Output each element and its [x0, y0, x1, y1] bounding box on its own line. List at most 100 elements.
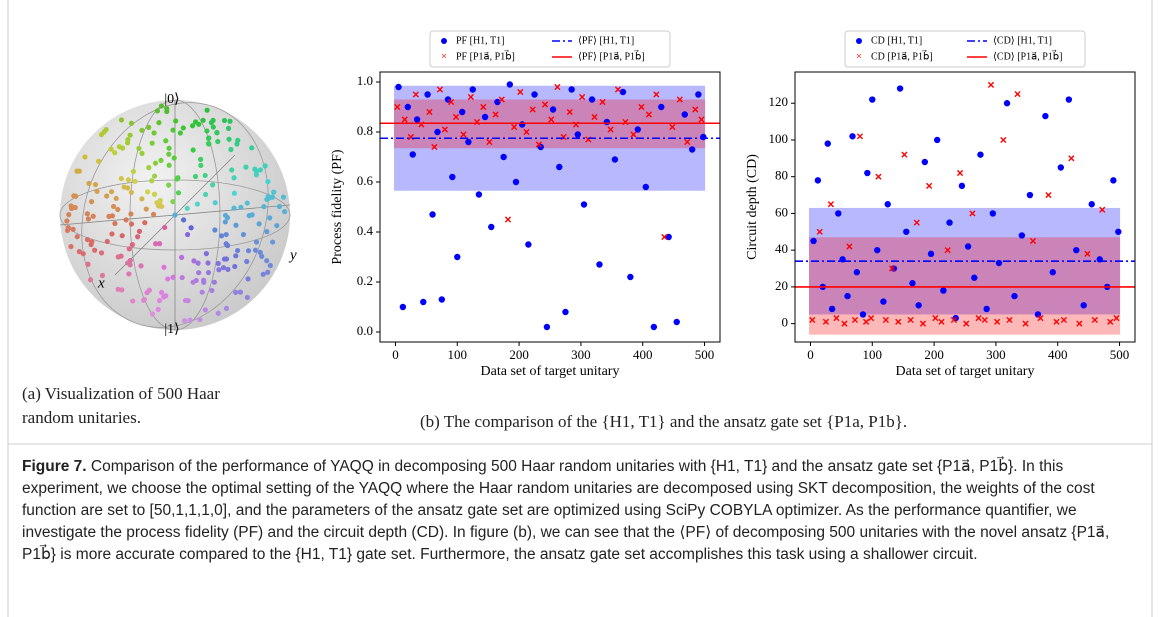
point: [452, 113, 460, 121]
marker-stroke: [1029, 237, 1037, 245]
point: [827, 201, 834, 208]
marker-stroke: [901, 151, 908, 158]
marker-stroke: [441, 126, 449, 133]
state-dot: [128, 120, 135, 126]
state-dot: [96, 158, 102, 164]
state-dot: [84, 211, 90, 217]
state-dot: [203, 251, 209, 257]
caption-a: (a) Visualization of 500 Haar random uni…: [22, 382, 220, 430]
state-dot: [155, 306, 161, 313]
point: [981, 316, 988, 324]
legend-label: ⟨PF⟩ [P1a⃗, P1b⃗]: [578, 49, 645, 62]
marker-stroke: [467, 93, 474, 101]
state-dot: [222, 219, 228, 225]
state-dot: [231, 190, 238, 196]
marker-stroke: [907, 316, 914, 324]
point: [665, 233, 672, 241]
state-dot: [112, 220, 118, 227]
state-dot: [205, 269, 212, 276]
state-dot: [163, 293, 169, 299]
y-axis-label: Process fidelity (PF): [330, 149, 345, 264]
marker-stroke: [486, 138, 493, 146]
state-dot: [266, 195, 272, 201]
point: [958, 182, 966, 190]
point: [441, 126, 449, 133]
marker-stroke: [913, 219, 920, 226]
point: [1099, 206, 1106, 213]
state-dot: [197, 317, 203, 323]
state-dot: [151, 191, 158, 197]
legend-box: [844, 30, 1086, 68]
marker-stroke: [822, 318, 830, 325]
state-dot: [66, 212, 72, 218]
state-dot: [276, 203, 282, 210]
marker-stroke: [653, 91, 660, 98]
x-tick-label: 0: [807, 347, 814, 362]
marker-stroke: [994, 318, 1001, 325]
marker-stroke: [862, 318, 870, 325]
point: [1049, 269, 1056, 276]
state-dot: [104, 238, 110, 245]
state-dot: [64, 218, 70, 224]
point: [688, 146, 696, 153]
state-dot: [238, 204, 244, 210]
state-dot: [99, 272, 106, 279]
point: [395, 83, 402, 91]
point: [932, 315, 939, 322]
legend-box: [429, 30, 671, 68]
point: [944, 247, 951, 254]
marker-stroke: [1037, 315, 1044, 322]
state-dot: [89, 239, 95, 245]
marker-stroke: [833, 315, 840, 322]
point: [460, 131, 467, 138]
state-dot: [225, 125, 232, 131]
state-dot: [267, 262, 273, 269]
marker-stroke: [1068, 155, 1075, 162]
y-tick-label: 100: [769, 131, 789, 146]
point: [1014, 90, 1021, 98]
legend-label: PF [P1a⃗, P1b⃗]: [456, 49, 515, 62]
state-dot: [244, 200, 250, 206]
state-dot: [204, 128, 210, 134]
state-dot: [173, 118, 179, 124]
marker-stroke: [436, 86, 444, 93]
marker-stroke: [841, 320, 848, 327]
point: [1006, 316, 1013, 324]
state-dot: [170, 127, 176, 133]
point: [963, 320, 970, 327]
point: [692, 106, 699, 113]
x-tick-label: 500: [695, 347, 715, 362]
point: [856, 133, 864, 140]
point: [543, 323, 551, 331]
state-dot: [85, 216, 92, 222]
marker-stroke: [944, 247, 951, 254]
state-dot: [175, 175, 181, 181]
bloch-sphere: |0⟩ |1⟩ y x: [59, 92, 297, 337]
state-dot: [264, 258, 270, 264]
state-dot: [119, 287, 125, 293]
state-dot: [257, 167, 264, 173]
marker-stroke: [1113, 315, 1120, 322]
point: [431, 143, 438, 151]
state-dot: [130, 168, 137, 175]
state-dot: [119, 233, 125, 239]
point: [438, 296, 446, 303]
point: [429, 211, 436, 218]
state-dot: [139, 196, 145, 202]
state-dot: [202, 307, 209, 313]
point: [630, 131, 637, 138]
point: [541, 101, 549, 108]
legend-label: ⟨PF⟩ [H1, T1]: [578, 35, 634, 46]
x-tick-label: 100: [863, 347, 883, 362]
point: [1042, 112, 1049, 120]
y-tick-label: 40: [775, 241, 788, 256]
marker-stroke: [987, 81, 995, 88]
state-dot: [128, 189, 134, 196]
point: [424, 91, 431, 98]
point: [404, 103, 412, 111]
caption-line: (a) Visualization of 500 Haar: [22, 384, 220, 403]
bloch-label: y: [288, 247, 297, 263]
state-dot: [182, 318, 188, 324]
state-dot: [145, 189, 151, 195]
point: [494, 98, 501, 106]
